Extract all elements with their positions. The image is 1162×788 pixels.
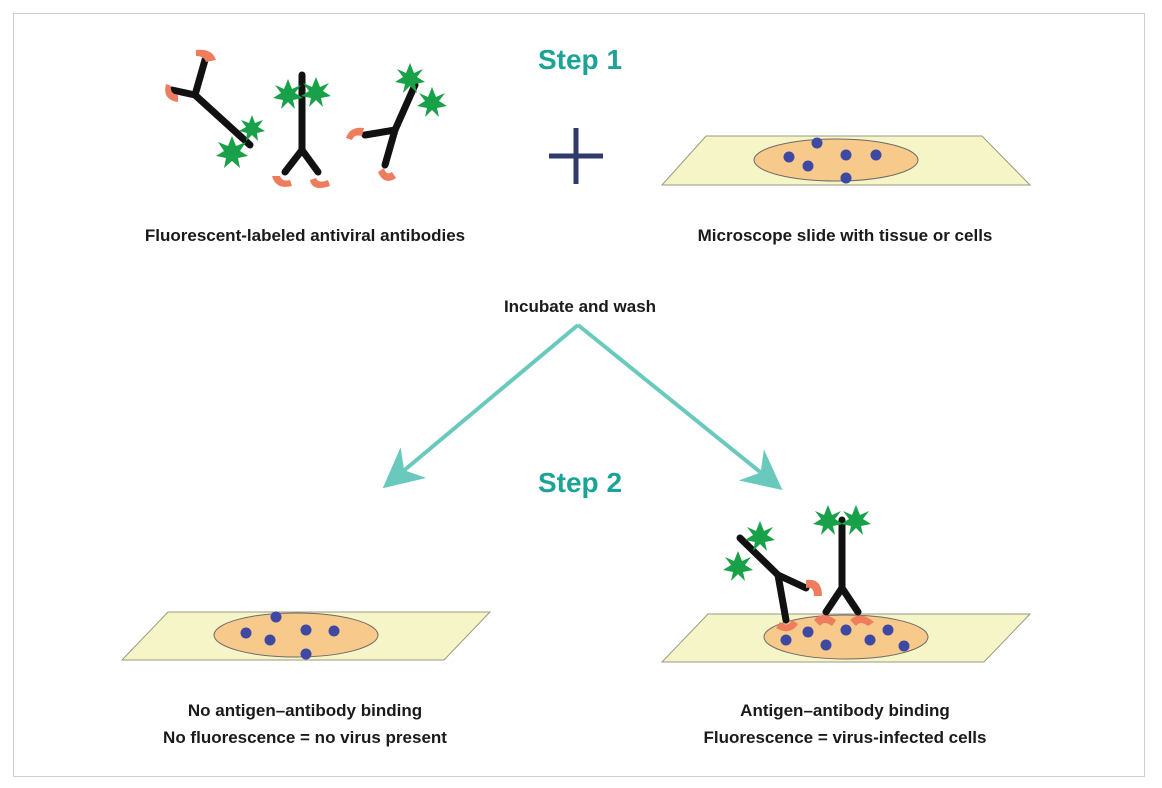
fluorophore-icon: [745, 521, 775, 551]
slide-label: Microscope slide with tissue or cells: [697, 226, 993, 245]
fluorophore-icon: [239, 115, 265, 141]
fluorophore-icon: [301, 77, 331, 107]
fluorophore-icon: [723, 551, 753, 581]
fluorophore-icon: [841, 505, 871, 535]
fluorophore-icon: [417, 87, 447, 117]
step2-title: Step 2: [537, 467, 623, 498]
negative-slide-icon: [120, 611, 492, 661]
step1-title: Step 1: [537, 44, 623, 75]
antibody-icon: [272, 71, 331, 188]
microscope-slide-icon: [660, 135, 1032, 186]
fluorophore-icon: [395, 63, 425, 93]
plus-icon: [549, 128, 603, 184]
fluorophore-icon: [813, 505, 843, 535]
positive-result-line2: Fluorescence = virus-infected cells: [703, 728, 987, 747]
antibody-icon: [165, 49, 265, 168]
bound-antibody-icon: [723, 521, 822, 632]
negative-result-line2: No fluorescence = no virus present: [163, 728, 447, 747]
negative-result-line1: No antigen–antibody binding: [187, 701, 423, 720]
positive-slide-icon: [660, 505, 1032, 663]
antibody-icon: [346, 63, 447, 181]
antibody-group-free: [165, 49, 447, 188]
incubate-label: Incubate and wash: [503, 297, 657, 316]
incubate-arrows: [382, 323, 783, 491]
bound-antibody-icon: [813, 505, 874, 626]
positive-result-line1: Antigen–antibody binding: [740, 701, 950, 720]
antibodies-label: Fluorescent-labeled antiviral antibodies: [144, 226, 466, 245]
fluorophore-icon: [273, 79, 303, 109]
diagram-frame: [13, 13, 1145, 777]
fluorophore-icon: [216, 136, 248, 168]
